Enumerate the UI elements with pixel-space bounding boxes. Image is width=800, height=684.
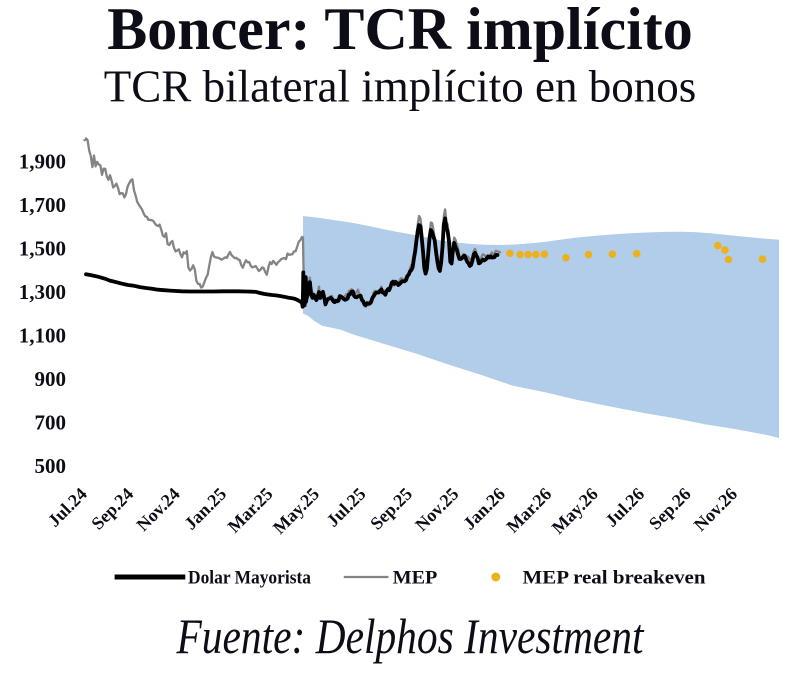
svg-text:900: 900 <box>35 367 67 391</box>
svg-text:500: 500 <box>35 454 67 478</box>
svg-text:1,900: 1,900 <box>19 150 66 174</box>
svg-text:MEP: MEP <box>393 568 438 589</box>
svg-text:1,700: 1,700 <box>19 193 66 217</box>
svg-text:Dolar Mayorista: Dolar Mayorista <box>188 568 311 589</box>
svg-text:700: 700 <box>35 410 67 434</box>
svg-text:1,300: 1,300 <box>19 280 66 304</box>
svg-text:Boncer: TCR implícito: Boncer: TCR implícito <box>107 0 693 62</box>
svg-text:Fuente: Delphos Investment: Fuente: Delphos Investment <box>176 608 645 664</box>
svg-text:1,100: 1,100 <box>19 323 66 347</box>
svg-text:TCR bilateral implícito en bon: TCR bilateral implícito en bonos <box>104 62 696 112</box>
svg-text:1,500: 1,500 <box>19 236 66 260</box>
svg-text:MEP real breakeven: MEP real breakeven <box>523 568 706 589</box>
